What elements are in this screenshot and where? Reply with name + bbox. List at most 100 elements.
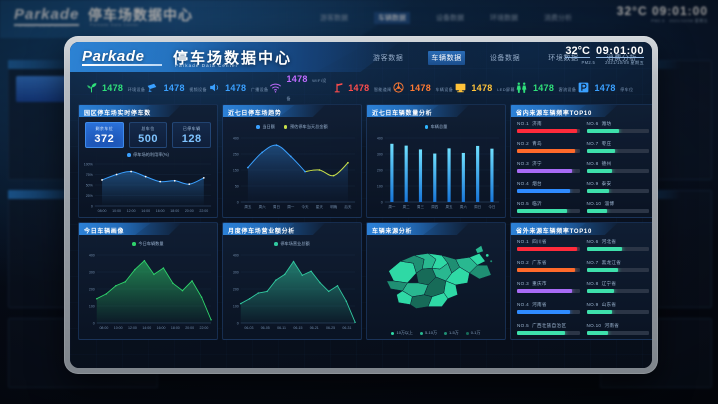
- rank-bar-fill: [517, 169, 572, 173]
- rank-bar-track: [586, 169, 649, 173]
- rank-name: 广东省: [532, 260, 547, 265]
- rank-item[interactable]: NO.10 淄博: [586, 201, 649, 213]
- rank-bar-track: [586, 268, 649, 272]
- kpi-people[interactable]: 1478 客流设备: [515, 78, 577, 96]
- rank-item[interactable]: NO.1 四川省: [517, 239, 580, 251]
- svg-text:100: 100: [377, 184, 383, 188]
- rank-name: 黑龙江省: [601, 260, 622, 265]
- panel-title: 车辆来源分析: [372, 228, 413, 235]
- kpi-strip: 1478 环境设备 1478 视频设备 1478 广播设备 1478 WIFI设…: [70, 72, 652, 102]
- background-title-sub: Parkade Data Center: [90, 22, 139, 27]
- map-legend-label: 10万以上: [396, 330, 413, 335]
- rank-item[interactable]: NO.7 黑龙江省: [586, 260, 649, 272]
- rank-name: 济宁: [532, 161, 542, 166]
- rank-bar-track: [517, 209, 580, 213]
- nav-item-consumption[interactable]: 消费分析: [606, 55, 638, 62]
- rank-item[interactable]: NO.9 山东省: [586, 302, 649, 314]
- rank-number: NO.10: [586, 323, 602, 328]
- rank-item[interactable]: NO.8 德州: [586, 161, 649, 173]
- svg-text:周日: 周日: [474, 204, 481, 209]
- stat-total-spots[interactable]: 总车位 500: [128, 122, 168, 148]
- main-nav: 游客数据 车辆数据 设备数据 环境数据 消费分析: [370, 51, 640, 65]
- brand-logo-en: Parkade: [82, 48, 145, 65]
- rank-name: 辽宁省: [601, 281, 617, 286]
- nav-item-environment[interactable]: 环境数据: [548, 55, 579, 62]
- nav-item-device[interactable]: 设备数据: [489, 55, 521, 62]
- kpi-value: 1478: [532, 83, 555, 93]
- rank-item[interactable]: NO.10 河南省: [586, 323, 649, 335]
- rank-item[interactable]: NO.6 潍坊: [586, 121, 649, 133]
- rank-item[interactable]: NO.7 枣庄: [586, 141, 649, 153]
- stat-boxes: 剩余车位 372 总车位 500 已停车辆 128: [79, 117, 217, 150]
- panel-monthly-revenue: 月度停车场营业额分析 停车场营业总额 100 200 300 400 0 06-03 06…: [222, 222, 362, 340]
- map-legend-item: 10万以上: [391, 330, 413, 336]
- plant-icon: [84, 80, 98, 94]
- kpi-value: 1478: [286, 74, 308, 84]
- rank-bar-fill: [586, 310, 612, 314]
- rank-item[interactable]: NO.4 烟台: [517, 181, 580, 193]
- svg-text:14:00: 14:00: [141, 209, 150, 213]
- nav-item-visitor[interactable]: 游客数据: [373, 55, 404, 62]
- svg-text:50: 50: [235, 184, 239, 188]
- rank-bar-fill: [517, 189, 570, 193]
- svg-text:0: 0: [237, 200, 239, 204]
- svg-text:14:00: 14:00: [142, 326, 151, 330]
- rank-name: 济南: [532, 121, 542, 126]
- legend-label: 停车场的利用率(%): [133, 152, 169, 157]
- background-nav: 游客数据 车辆数据 设备数据 环境数据 消费分析: [320, 12, 572, 24]
- rank-bar-fill: [517, 331, 565, 335]
- kpi-speaker[interactable]: 1478 广播设备: [207, 78, 269, 96]
- rank-item[interactable]: NO.8 辽宁省: [586, 281, 649, 293]
- panel-today-profile: 今日车辆画像 今日车辆数量 100 200 300 400 0 08:00 10:00 12…: [78, 222, 218, 340]
- wifi-icon: [269, 80, 283, 94]
- rank-item[interactable]: NO.4 河南省: [517, 302, 580, 314]
- kpi-screen[interactable]: 1478 LED屏幕: [453, 78, 515, 96]
- kpi-plant[interactable]: 1478 环境设备: [84, 78, 146, 96]
- rank-item[interactable]: NO.5 临沂: [517, 201, 580, 213]
- panel-rank-out-province: 省外来源车辆频率TOP10 NO.1 四川省 NO.2 广东省 NO.3 重庆市…: [510, 222, 652, 340]
- barrier-icon: [330, 80, 344, 94]
- rank-bar-track: [586, 310, 649, 314]
- svg-text:16:00: 16:00: [156, 209, 165, 213]
- map-legend: 10万以上 5-10万 1-5万 0-1万: [367, 330, 505, 336]
- kpi-camera[interactable]: 1478 视频设备: [146, 78, 208, 96]
- kpi-steering[interactable]: 1478 车辆设备: [392, 78, 454, 96]
- rank-item[interactable]: NO.3 济宁: [517, 161, 580, 173]
- rank-item[interactable]: NO.1 济南: [517, 121, 580, 133]
- kpi-wifi[interactable]: 1478 WIFI设备: [269, 69, 331, 105]
- map-shandong[interactable]: [367, 235, 505, 321]
- screen: Parkade 停车场数据中心 Parkade Data Center 游客数据…: [70, 42, 652, 368]
- chart-today-profile: 100 200 300 400 0 08:00 10:00 12:00 14:00 16:00 1…: [79, 247, 217, 339]
- rank-item[interactable]: NO.6 河北省: [586, 239, 649, 251]
- stat-remaining-spots[interactable]: 剩余车位 372: [85, 122, 124, 148]
- nav-item-vehicle[interactable]: 车辆数据: [428, 51, 465, 65]
- rank-number: NO.8: [586, 161, 599, 166]
- rank-bar-track: [517, 149, 580, 153]
- svg-text:0: 0: [91, 204, 93, 208]
- rank-item[interactable]: NO.5 广西壮族自治区: [517, 323, 580, 335]
- rank-bar-track: [517, 129, 580, 133]
- svg-text:0: 0: [381, 200, 383, 204]
- kpi-value: 1478: [348, 83, 370, 93]
- kpi-value: 1478: [102, 83, 124, 93]
- rank-item[interactable]: NO.2 广东省: [517, 260, 580, 272]
- parking-icon: [577, 80, 591, 94]
- rank-bar-track: [517, 247, 580, 251]
- kpi-label: LED屏幕: [497, 87, 515, 92]
- svg-text:0: 0: [93, 321, 95, 325]
- rank-item[interactable]: NO.3 重庆市: [517, 281, 580, 293]
- svg-text:400: 400: [377, 136, 383, 140]
- kpi-parking[interactable]: 1478 停车位: [577, 78, 639, 96]
- kpi-barrier[interactable]: 1478 智能道闸: [330, 78, 392, 96]
- rank-item[interactable]: NO.9 泰安: [586, 181, 649, 193]
- svg-text:06-11: 06-11: [277, 326, 286, 330]
- chart-vehicle-volume: 100 200 300 400 0 周一 周二 周三 周四 周五 周六 周日 今日: [367, 130, 505, 217]
- stat-parked-vehicles[interactable]: 已停车辆 128: [172, 122, 212, 148]
- rank-item[interactable]: NO.2 青岛: [517, 141, 580, 153]
- rank-name: 德州: [601, 161, 612, 166]
- panel-title: 月度停车场营业额分析: [228, 228, 296, 235]
- rank-bar-fill: [517, 129, 577, 133]
- weather-time-widget: 32°C 09:01:00 PM2.5 2021/10/08 星期五: [565, 45, 644, 66]
- rank-bar-track: [586, 209, 649, 213]
- legend-label: 今日车辆数量: [138, 241, 164, 246]
